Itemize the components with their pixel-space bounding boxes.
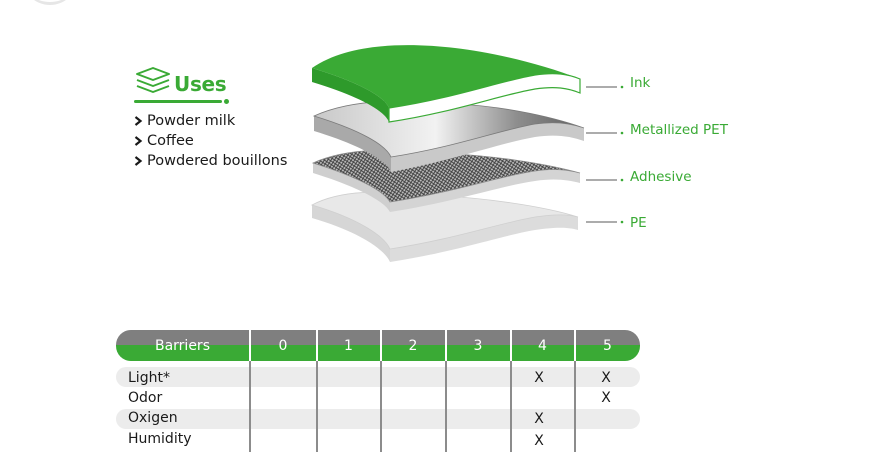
column-divider: [316, 330, 318, 452]
column-divider: [574, 330, 576, 452]
barrier-level-0: 0: [278, 337, 288, 354]
uses-list: Powder milk Coffee Powdered bouillons: [134, 111, 334, 171]
column-divider: [380, 330, 382, 452]
row-label-oxigen: Oxigen: [128, 410, 178, 426]
uses-list-item: Powdered bouillons: [134, 151, 334, 171]
barrier-level-4: 4: [538, 337, 547, 354]
barrier-mark: X: [534, 433, 544, 449]
column-divider: [510, 330, 512, 452]
leader-dots: [620, 85, 624, 224]
header-divider: [510, 330, 512, 361]
barrier-mark: X: [534, 411, 544, 427]
layer-label-metallized-pet: Metallized PET: [630, 122, 728, 138]
row-label-odor: Odor: [128, 390, 163, 406]
uses-item-label: Powder milk: [147, 113, 236, 129]
chevron-right-icon: [134, 116, 143, 126]
chevron-right-icon: [134, 156, 143, 166]
barriers-header-title: Barriers: [154, 337, 210, 354]
layer-label-adhesive: Adhesive: [630, 169, 692, 185]
layer-label-pe: PE: [630, 215, 647, 231]
uses-title: Uses: [174, 72, 227, 96]
pe-layer: [310, 191, 579, 262]
table-row-band: [116, 409, 640, 429]
barrier-level-1: 1: [344, 337, 353, 354]
column-divider: [445, 330, 447, 452]
ink-layer: [312, 45, 581, 123]
column-divider: [249, 330, 251, 452]
layers-stack-icon: [136, 67, 170, 93]
adhesive-layer: [311, 149, 581, 212]
header-divider: [445, 330, 447, 361]
uses-list-item: Coffee: [134, 131, 334, 151]
barrier-mark: X: [601, 390, 611, 406]
barrier-mark: X: [601, 370, 611, 386]
header-divider: [574, 330, 576, 361]
uses-item-label: Powdered bouillons: [147, 153, 288, 169]
leader-lines: [586, 86, 617, 223]
barrier-mark: X: [534, 370, 544, 386]
barriers-header: [116, 330, 640, 361]
uses-section: Uses Powder milk Coffee Powdered bouillo…: [134, 62, 334, 171]
table-row-band: [116, 367, 640, 387]
barriers-table: Barriers 0 1 2 3 4 5 Light* Odor Oxigen …: [116, 330, 640, 452]
row-label-humidity: Humidity: [128, 431, 192, 447]
metallized-pet-layer: [312, 100, 585, 172]
barrier-level-2: 2: [408, 337, 418, 354]
uses-heading: Uses: [134, 62, 334, 96]
barrier-level-5: 5: [603, 337, 612, 354]
corner-decoration: [22, 0, 78, 5]
header-divider: [249, 330, 251, 361]
chevron-right-icon: [134, 136, 143, 146]
layer-label-ink: Ink: [630, 75, 651, 91]
layer-diagram: [310, 45, 624, 262]
uses-list-item: Powder milk: [134, 111, 334, 131]
header-divider: [316, 330, 318, 361]
uses-underline: [134, 99, 229, 104]
header-divider: [380, 330, 382, 361]
uses-item-label: Coffee: [147, 133, 194, 149]
barrier-level-3: 3: [473, 337, 483, 354]
row-label-light: Light*: [128, 370, 170, 386]
